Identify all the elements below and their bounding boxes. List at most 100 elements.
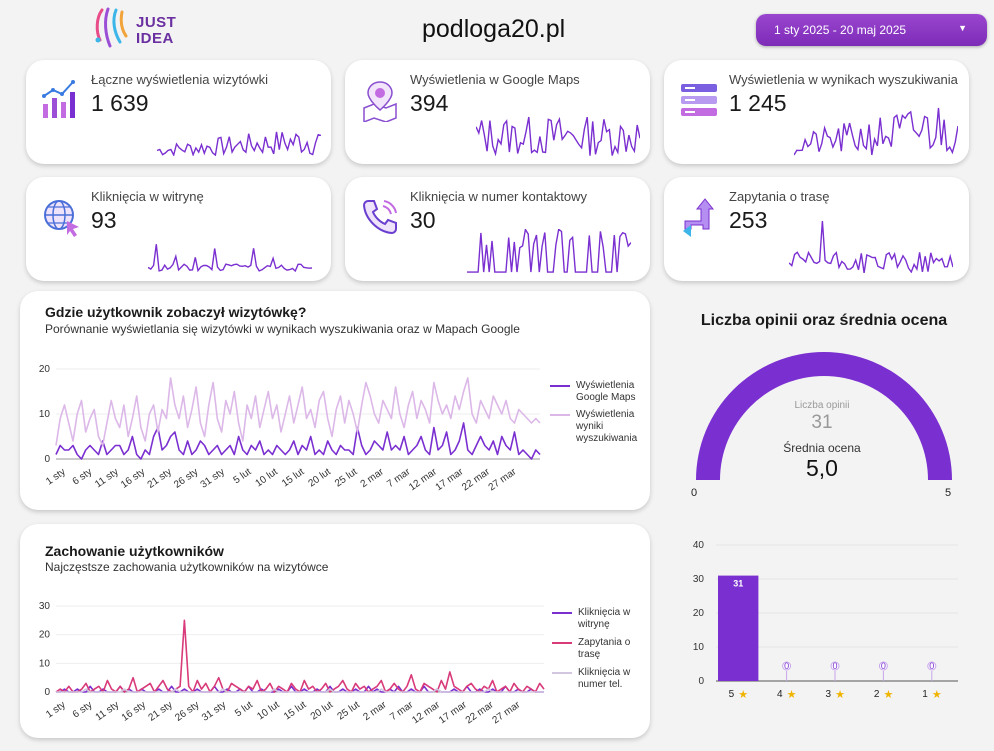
kpi-label: Łączne wyświetlenia wizytówki bbox=[91, 72, 269, 87]
behavior-chart-subtitle: Najczęstsze zachowania użytkowników na w… bbox=[45, 560, 329, 574]
x-tick-label: 10 lut bbox=[255, 699, 282, 722]
route-arrows-icon bbox=[683, 198, 715, 237]
x-tick-label: 26 sty bbox=[173, 699, 201, 723]
kpi-card: Zapytania o trasę 253 bbox=[664, 177, 969, 281]
x-tick-label: 20 lut bbox=[307, 466, 334, 489]
y-tick-label: 10 bbox=[693, 642, 705, 653]
kpi-value: 30 bbox=[410, 207, 436, 233]
bar-value-label: 31 bbox=[733, 579, 743, 589]
kpi-sparkline bbox=[148, 244, 312, 273]
logo: JUST IDEA bbox=[92, 6, 182, 50]
page-title: podloga20.pl bbox=[422, 15, 566, 43]
kpi-value: 93 bbox=[91, 207, 117, 233]
star-icon: ★ bbox=[835, 689, 845, 701]
gauge-arc bbox=[696, 352, 952, 480]
kpi-sparkline bbox=[789, 221, 953, 273]
chevron-down-icon: ▼ bbox=[958, 23, 967, 33]
behavior-chart-title: Zachowanie użytkowników bbox=[45, 543, 224, 559]
kpi-value: 253 bbox=[729, 207, 768, 233]
y-tick-label: 40 bbox=[693, 540, 705, 551]
reviews-gauge bbox=[696, 352, 952, 480]
x-tick-label: 17 mar bbox=[434, 466, 466, 493]
bar-value-label: 0 bbox=[832, 661, 837, 671]
bar bbox=[718, 575, 759, 681]
kpi-label: Kliknięcia w numer kontaktowy bbox=[410, 189, 588, 204]
gauge-avg-label: Średnia ocena bbox=[783, 441, 861, 455]
x-tick-label: 25 lut bbox=[333, 466, 360, 489]
x-tick-label: 16 sty bbox=[120, 699, 148, 723]
logo-mark-icon bbox=[95, 7, 128, 48]
kpi-card: Wyświetlenia w wynikach wyszukiwania 1 24… bbox=[664, 60, 969, 164]
kpi-card: Wyświetlenia w Google Maps 394 bbox=[345, 60, 650, 164]
star-icon: ★ bbox=[883, 689, 893, 701]
x-tick-label: 5 lut bbox=[233, 699, 255, 719]
legend-phone[interactable]: Kliknięcia w numer tel. bbox=[578, 667, 631, 690]
globe-click-icon bbox=[44, 200, 79, 237]
bar-marker bbox=[927, 661, 937, 671]
series-line bbox=[55, 422, 541, 460]
y-tick-label: 20 bbox=[39, 364, 51, 375]
kpi-card: Kliknięcia w witrynę 93 bbox=[26, 177, 331, 281]
y-tick-label: 0 bbox=[44, 454, 50, 465]
legend-maps[interactable]: Wyświetlenia Google Maps bbox=[576, 380, 636, 403]
x-tick-label: 12 mar bbox=[407, 466, 439, 493]
kpi-value: 1 245 bbox=[729, 90, 787, 116]
x-tick-label: 6 sty bbox=[71, 466, 95, 487]
date-range-button[interactable]: 1 sty 2025 - 20 maj 2025 ▼ bbox=[756, 14, 987, 46]
legend-route[interactable]: Zapytania o trasę bbox=[578, 637, 631, 660]
kpi-label: Zapytania o trasę bbox=[729, 189, 830, 204]
x-tick-label: 22 mar bbox=[464, 699, 496, 726]
series-line bbox=[55, 377, 541, 447]
x-tick-label: 21 sty bbox=[146, 466, 174, 490]
series-line bbox=[56, 688, 544, 693]
legend-swatch-route bbox=[552, 642, 572, 644]
legend-swatch-maps bbox=[550, 385, 570, 387]
star-icon: ★ bbox=[787, 689, 797, 701]
kpi-sparkline bbox=[157, 131, 321, 156]
gauge-count-value: 31 bbox=[811, 412, 833, 433]
y-tick-label: 10 bbox=[39, 658, 51, 669]
search-results-icon bbox=[681, 84, 717, 116]
x-tick-label: 20 lut bbox=[309, 699, 336, 722]
kpi-value: 394 bbox=[410, 90, 449, 116]
kpi-sparkline bbox=[476, 116, 640, 156]
x-tick-label: 27 mar bbox=[487, 466, 519, 493]
x-tick-label: 10 lut bbox=[253, 466, 280, 489]
bar-marker bbox=[830, 661, 840, 671]
star-icon: ★ bbox=[932, 689, 942, 701]
kpi-value: 1 639 bbox=[91, 90, 149, 116]
y-tick-label: 20 bbox=[693, 608, 705, 619]
legend-search[interactable]: Wyświetlenia wyniki wyszukiwania bbox=[576, 409, 638, 444]
bar-value-label: 0 bbox=[784, 661, 789, 671]
x-tick-label: 21 sty bbox=[147, 699, 175, 723]
behavior-chart-card: Zachowanie użytkowników Najczęstsze zach… bbox=[20, 524, 650, 738]
logo-text-line2: IDEA bbox=[136, 30, 174, 47]
x-tick-label: 6 sty bbox=[71, 699, 95, 720]
legend-website[interactable]: Kliknięcia w witrynę bbox=[578, 607, 631, 630]
gauge-min-label: 0 bbox=[691, 487, 698, 499]
views-chart-card: Gdzie użytkownik zobaczył wizytówkę? Por… bbox=[20, 291, 650, 510]
x-tick-label: 5 lut bbox=[232, 466, 254, 486]
category-label: 4 bbox=[777, 689, 783, 700]
x-tick-label: 31 sty bbox=[200, 699, 228, 723]
kpi-label: Kliknięcia w witrynę bbox=[91, 189, 204, 204]
x-tick-label: 15 lut bbox=[280, 466, 307, 489]
legend-swatch-search bbox=[550, 414, 570, 416]
legend-swatch-phone bbox=[552, 672, 572, 674]
x-tick-label: 27 mar bbox=[491, 699, 523, 726]
x-tick-label: 26 sty bbox=[172, 466, 200, 490]
gauge-max-label: 5 bbox=[945, 487, 952, 499]
kpi-card: Kliknięcia w numer kontaktowy 30 bbox=[345, 177, 650, 281]
category-label: 5 bbox=[729, 689, 735, 700]
chart-bars-icon bbox=[42, 80, 75, 118]
series-line bbox=[55, 619, 545, 693]
kpi-label: Wyświetlenia w wynikach wyszukiwania bbox=[729, 72, 958, 87]
y-tick-label: 10 bbox=[39, 409, 51, 420]
x-tick-label: 25 lut bbox=[336, 699, 363, 722]
y-tick-label: 0 bbox=[698, 676, 704, 687]
x-tick-label: 2 mar bbox=[361, 699, 389, 723]
x-tick-label: 17 mar bbox=[437, 699, 469, 726]
